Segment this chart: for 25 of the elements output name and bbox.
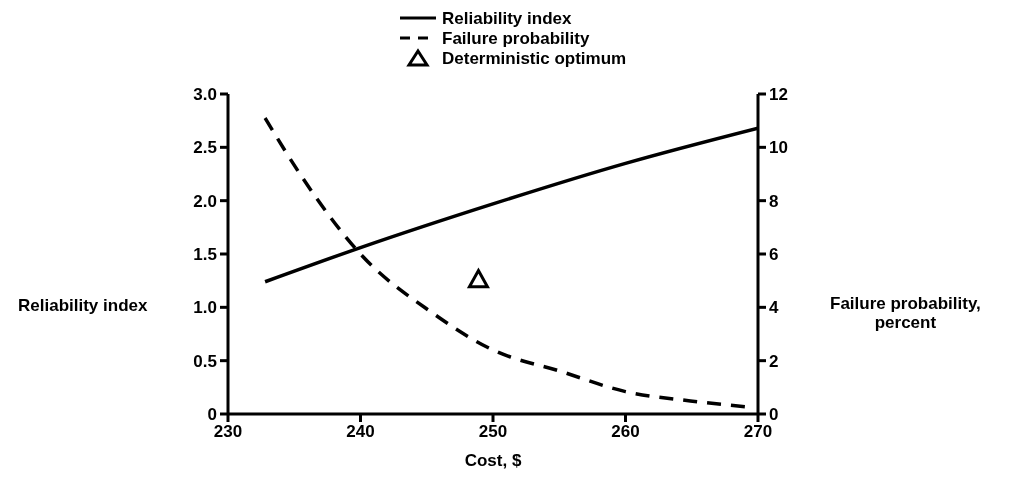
y-tick-label: 1.0 [193,298,217,318]
y2-tick-label: 10 [769,138,788,158]
x-tick-label: 240 [346,422,375,442]
y2-tick-label: 12 [769,85,788,105]
y2-tick-label: 2 [769,351,779,371]
y2-tick-label: 8 [769,191,779,211]
y-tick-label: 3.0 [193,85,217,105]
x-tick-label: 260 [611,422,640,442]
y-tick-label: 0 [207,405,217,425]
y-tick-label: 2.0 [193,191,217,211]
y-tick-label: 0.5 [193,351,217,371]
x-axis-title: Cost, $ [464,451,522,470]
legend-label: Deterministic optimum [442,48,627,68]
legend-label: Reliability index [442,8,572,28]
x-tick-label: 250 [478,422,508,442]
x-tick-label: 230 [213,422,243,442]
y2-tick-label: 4 [769,298,779,318]
y2-axis-title: Failure probability, percent [830,294,981,332]
y-tick-label: 2.5 [193,138,217,158]
legend-label: Failure probability [442,28,590,48]
y2-tick-label: 0 [769,405,779,425]
y-tick-label: 1.5 [193,245,217,265]
y-axis-title: Reliability index [18,296,148,316]
x-tick-label: 270 [743,422,773,442]
y2-tick-label: 6 [769,245,779,265]
